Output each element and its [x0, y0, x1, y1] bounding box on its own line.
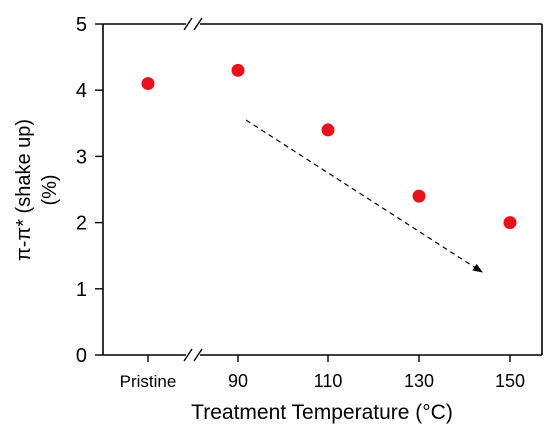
x-tick-label: Pristine	[120, 372, 177, 391]
y-axis-label-line-1: π-π* (shake up)	[13, 119, 35, 261]
y-tick-label: 1	[76, 279, 87, 301]
y-axis-ticks: 0 1 2 3 4 5	[76, 14, 103, 367]
x-axis-label: Treatment Temperature (°C)	[191, 401, 453, 424]
x-tick-label: 90	[228, 371, 248, 391]
y-tick-label: 5	[76, 14, 87, 36]
data-point	[231, 63, 245, 77]
x-tick-label: 110	[314, 371, 343, 391]
x-tick-label: 130	[404, 371, 434, 391]
y-tick-label: 4	[76, 80, 87, 102]
data-point	[141, 77, 155, 91]
data-point	[503, 216, 517, 230]
y-axis-label-line-2: (%)	[39, 174, 61, 205]
x-tick-label: 150	[495, 371, 525, 391]
axis-break-bottom	[183, 348, 203, 362]
x-axis-ticks: Pristine 90 110 130 150	[120, 355, 525, 391]
y-tick-label: 0	[76, 345, 87, 367]
y-tick-label: 2	[76, 213, 87, 235]
y-axis-label: π-π* (shake up) (%)	[13, 119, 61, 261]
data-point	[412, 189, 426, 203]
data-point	[321, 123, 335, 137]
axis-break-top	[183, 17, 203, 31]
y-tick-label: 3	[76, 146, 87, 168]
data-points	[141, 63, 517, 230]
trend-arrow	[245, 119, 483, 273]
